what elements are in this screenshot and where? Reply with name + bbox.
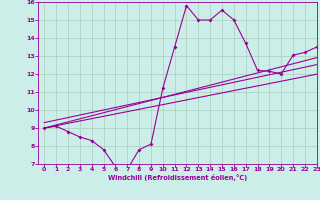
X-axis label: Windchill (Refroidissement éolien,°C): Windchill (Refroidissement éolien,°C) [108, 174, 247, 181]
